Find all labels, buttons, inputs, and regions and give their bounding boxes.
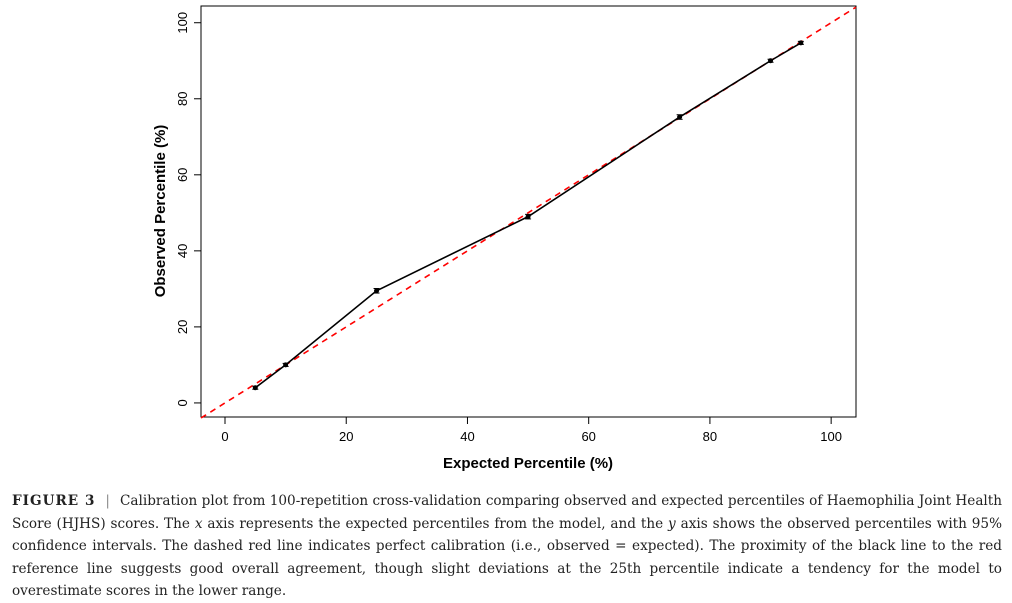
y-tick-label: 20 (175, 320, 190, 334)
x-tick-label: 0 (221, 429, 228, 444)
figure-label: FIGURE 3 (12, 493, 96, 509)
y-tick-label: 0 (175, 399, 190, 406)
calibration-plot: 0 20 40 60 80 100 0 20 40 60 80 100 Expected Percen… (152, 5, 857, 472)
figure-caption: FIGURE 3 | Calibration plot from 100-repet… (12, 490, 1002, 603)
reference-line (200, 6, 857, 419)
y-tick-label: 60 (175, 168, 190, 182)
data-point (768, 58, 774, 64)
data-point (677, 114, 683, 120)
x-tick-label: 80 (703, 429, 717, 444)
y-axis-label: Observed Percentile (%) (152, 125, 169, 298)
x-tick-label: 20 (339, 429, 353, 444)
data-point (283, 362, 289, 368)
caption-text: axis represents the expected percentiles… (202, 515, 669, 532)
x-tick-label: 100 (820, 429, 842, 444)
caption-text: Calibration plot from 100-repetition cro… (12, 493, 1002, 532)
plot-frame (200, 5, 857, 418)
y-tick-label: 80 (175, 92, 190, 106)
data-point (525, 214, 531, 220)
x-tick-label: 60 (581, 429, 595, 444)
data-point (798, 40, 804, 46)
y-tick-label: 100 (175, 12, 190, 34)
caption-separator: | (105, 493, 110, 509)
data-point (252, 385, 258, 391)
caption-y: y (668, 515, 676, 532)
x-tick-label: 40 (460, 429, 474, 444)
x-axis-label: Expected Percentile (%) (443, 455, 613, 472)
caption-x: x (194, 515, 203, 532)
y-tick-label: 40 (175, 244, 190, 258)
data-point (374, 288, 380, 294)
